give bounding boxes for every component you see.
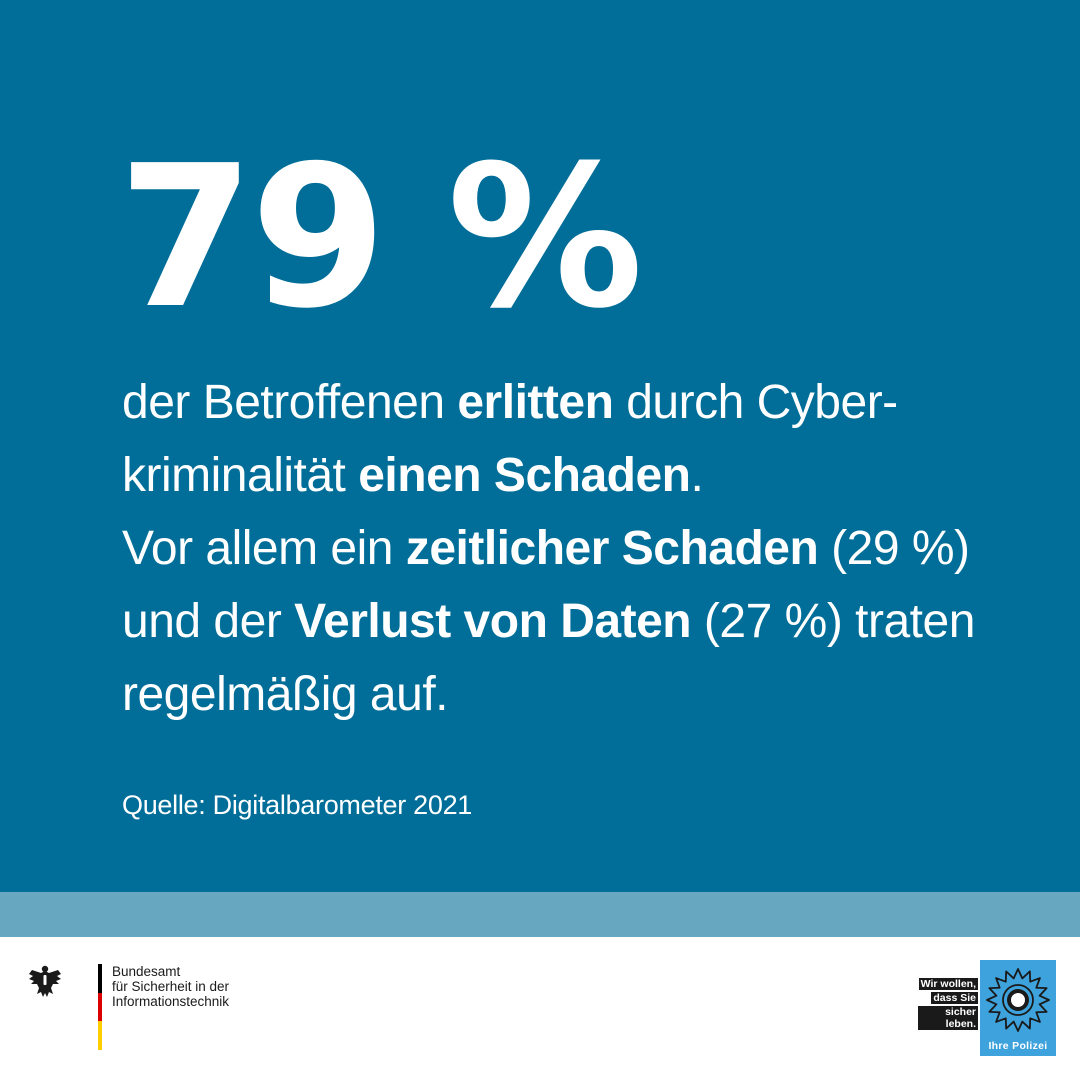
body-text-emphasis: Verlust von Daten (294, 595, 692, 648)
bsi-logo: Bundesamt für Sicherheit in der Informat… (28, 964, 268, 1054)
body-text-segment: (29 %) (818, 522, 970, 575)
slogan-line: dass Sie (931, 992, 978, 1004)
bsi-line: Bundesamt (112, 964, 181, 979)
police-badge: Ihre Polizei (980, 960, 1056, 1056)
body-text-segment: kriminalität (122, 449, 359, 502)
slogan-line: Wir wollen, (918, 978, 978, 990)
slogan-line: sicher leben. (918, 1006, 978, 1030)
federal-eagle-icon (29, 965, 61, 997)
police-logo: Wir wollen, dass Sie sicher leben. Ihre … (918, 960, 1058, 1058)
body-text-segment: Vor allem ein (122, 522, 406, 575)
body-text-segment: durch Cyber- (613, 376, 898, 429)
body-text-emphasis: einen Schaden (358, 449, 691, 502)
footer (0, 937, 1080, 1080)
bsi-wordmark: Bundesamt für Sicherheit in der Informat… (112, 964, 229, 1009)
source-credit: Quelle: Digitalbarometer 2021 (122, 790, 472, 820)
body-text-emphasis: erlitten (457, 376, 614, 429)
body-text-segment: der Betroffenen (122, 376, 458, 429)
accent-stripe (0, 892, 1080, 937)
body-text-segment: (27 %) traten (691, 595, 975, 648)
body-text: der Betroffenen erlitten durch Cyber- kr… (122, 366, 1042, 731)
police-slogan: Wir wollen, dass Sie sicher leben. (918, 978, 978, 1032)
police-star-icon (986, 968, 1050, 1032)
police-name: Ihre Polizei (988, 1040, 1048, 1052)
body-text-segment: regelmäßig auf. (122, 668, 449, 721)
body-text-emphasis: zeitlicher Schaden (405, 522, 819, 575)
german-flag-bar (98, 964, 102, 1050)
headline-stat: 79 % (118, 124, 643, 352)
bsi-line: Informationstechnik (112, 994, 230, 1009)
body-text-segment: . (690, 449, 704, 502)
bsi-line: für Sicherheit in der (112, 979, 230, 994)
body-text-segment: und der (122, 595, 295, 648)
main-panel: 79 % der Betroffenen erlitten durch Cybe… (0, 0, 1080, 892)
